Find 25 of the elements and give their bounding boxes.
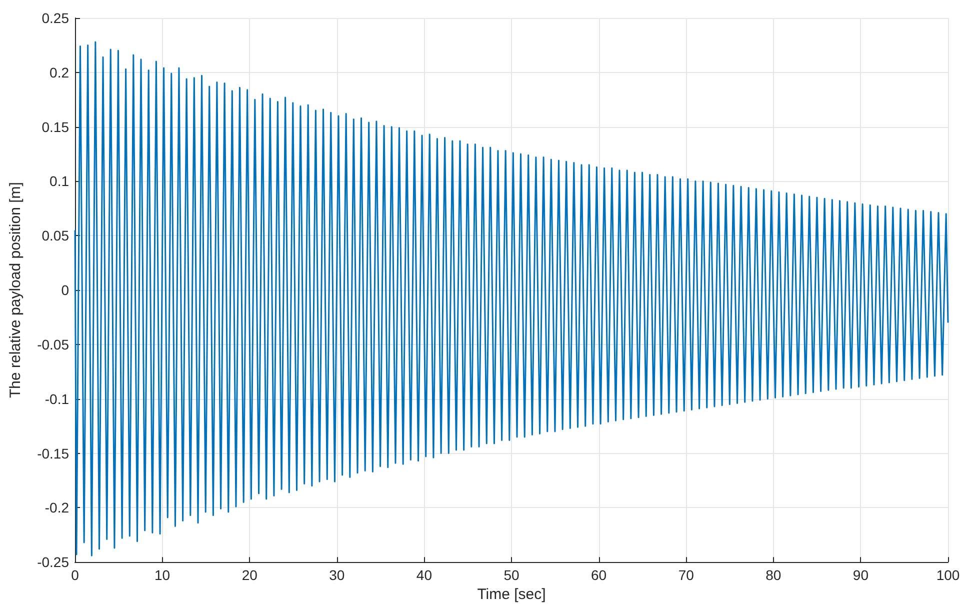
y-tick-label: 0.25	[42, 10, 70, 26]
y-tick-label: -0.2	[44, 500, 70, 516]
x-tick-label: 90	[852, 567, 869, 584]
y-tick-label: -0.15	[37, 445, 70, 462]
x-tick-label: 30	[329, 567, 345, 584]
x-tick-label: 40	[416, 567, 432, 584]
x-tick-label: 80	[766, 567, 782, 584]
y-tick-label: 0.2	[50, 64, 70, 80]
x-axis-title: Time [sec]	[477, 586, 546, 603]
y-tick-label: 0.05	[42, 228, 70, 244]
y-axis-title: The relative payload position [m]	[7, 182, 24, 398]
y-tick-label: -0.1	[44, 390, 70, 407]
y-tick-label: 0.1	[50, 173, 70, 190]
x-tick-label: 70	[678, 567, 694, 584]
x-tick-label: 0	[71, 567, 80, 584]
x-tick-label: 50	[504, 567, 520, 584]
y-tick-label: -0.05	[37, 336, 70, 352]
line-series	[74, 41, 949, 556]
x-tick-label: 100	[936, 567, 960, 584]
y-tick-label: 0.15	[42, 118, 70, 135]
y-tick-label: 0	[61, 282, 70, 298]
y-tick-label: -0.25	[37, 554, 70, 570]
x-tick-label: 60	[591, 567, 607, 584]
x-tick-label: 10	[154, 567, 170, 584]
x-tick-label: 20	[242, 567, 258, 584]
